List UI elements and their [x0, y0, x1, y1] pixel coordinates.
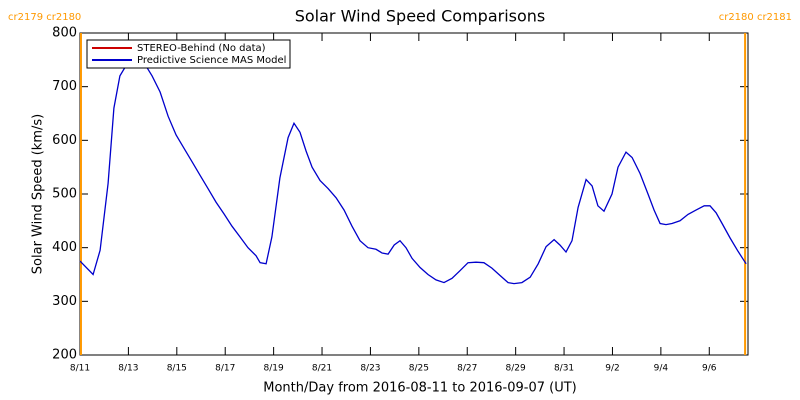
- x-tick-label: 8/19: [264, 364, 284, 374]
- y-tick-label: 300: [52, 294, 77, 309]
- legend-label: Predictive Science MAS Model: [137, 55, 286, 66]
- x-axis-label: Month/Day from 2016-08-11 to 2016-09-07 …: [263, 381, 576, 396]
- y-axis-label: Solar Wind Speed (km/s): [31, 114, 46, 274]
- x-tick-label: 8/25: [409, 364, 429, 374]
- x-tick-label: 8/21: [312, 364, 332, 374]
- legend-label: STEREO-Behind (No data): [137, 43, 266, 54]
- y-tick-label: 400: [52, 240, 77, 255]
- legend-box: [86, 39, 291, 69]
- y-tick-label: 800: [52, 26, 77, 41]
- y-tick-label: 700: [52, 79, 77, 94]
- x-tick-label: 9/4: [654, 364, 669, 374]
- x-tick-label: 8/31: [554, 364, 574, 374]
- x-tick-label: 9/2: [605, 364, 619, 374]
- data-line: [79, 59, 747, 285]
- rotation-label: cr2179 cr2180: [8, 12, 81, 23]
- x-tick-label: 9/6: [702, 364, 717, 374]
- x-tick-label: 8/15: [167, 364, 187, 374]
- x-tick-label: 8/27: [457, 364, 477, 374]
- x-tick-label: 8/13: [118, 364, 138, 374]
- chart-title: Solar Wind Speed Comparisons: [295, 7, 546, 26]
- y-tick-label: 200: [52, 348, 77, 363]
- x-tick-label: 8/11: [70, 364, 90, 374]
- x-tick-label: 8/17: [215, 364, 235, 374]
- rotation-label: cr2180 cr2181: [719, 12, 792, 23]
- y-tick-label: 600: [52, 133, 77, 148]
- y-tick-label: 500: [52, 187, 77, 202]
- x-tick-label: 8/23: [360, 364, 380, 374]
- x-tick-label: 8/29: [506, 364, 526, 374]
